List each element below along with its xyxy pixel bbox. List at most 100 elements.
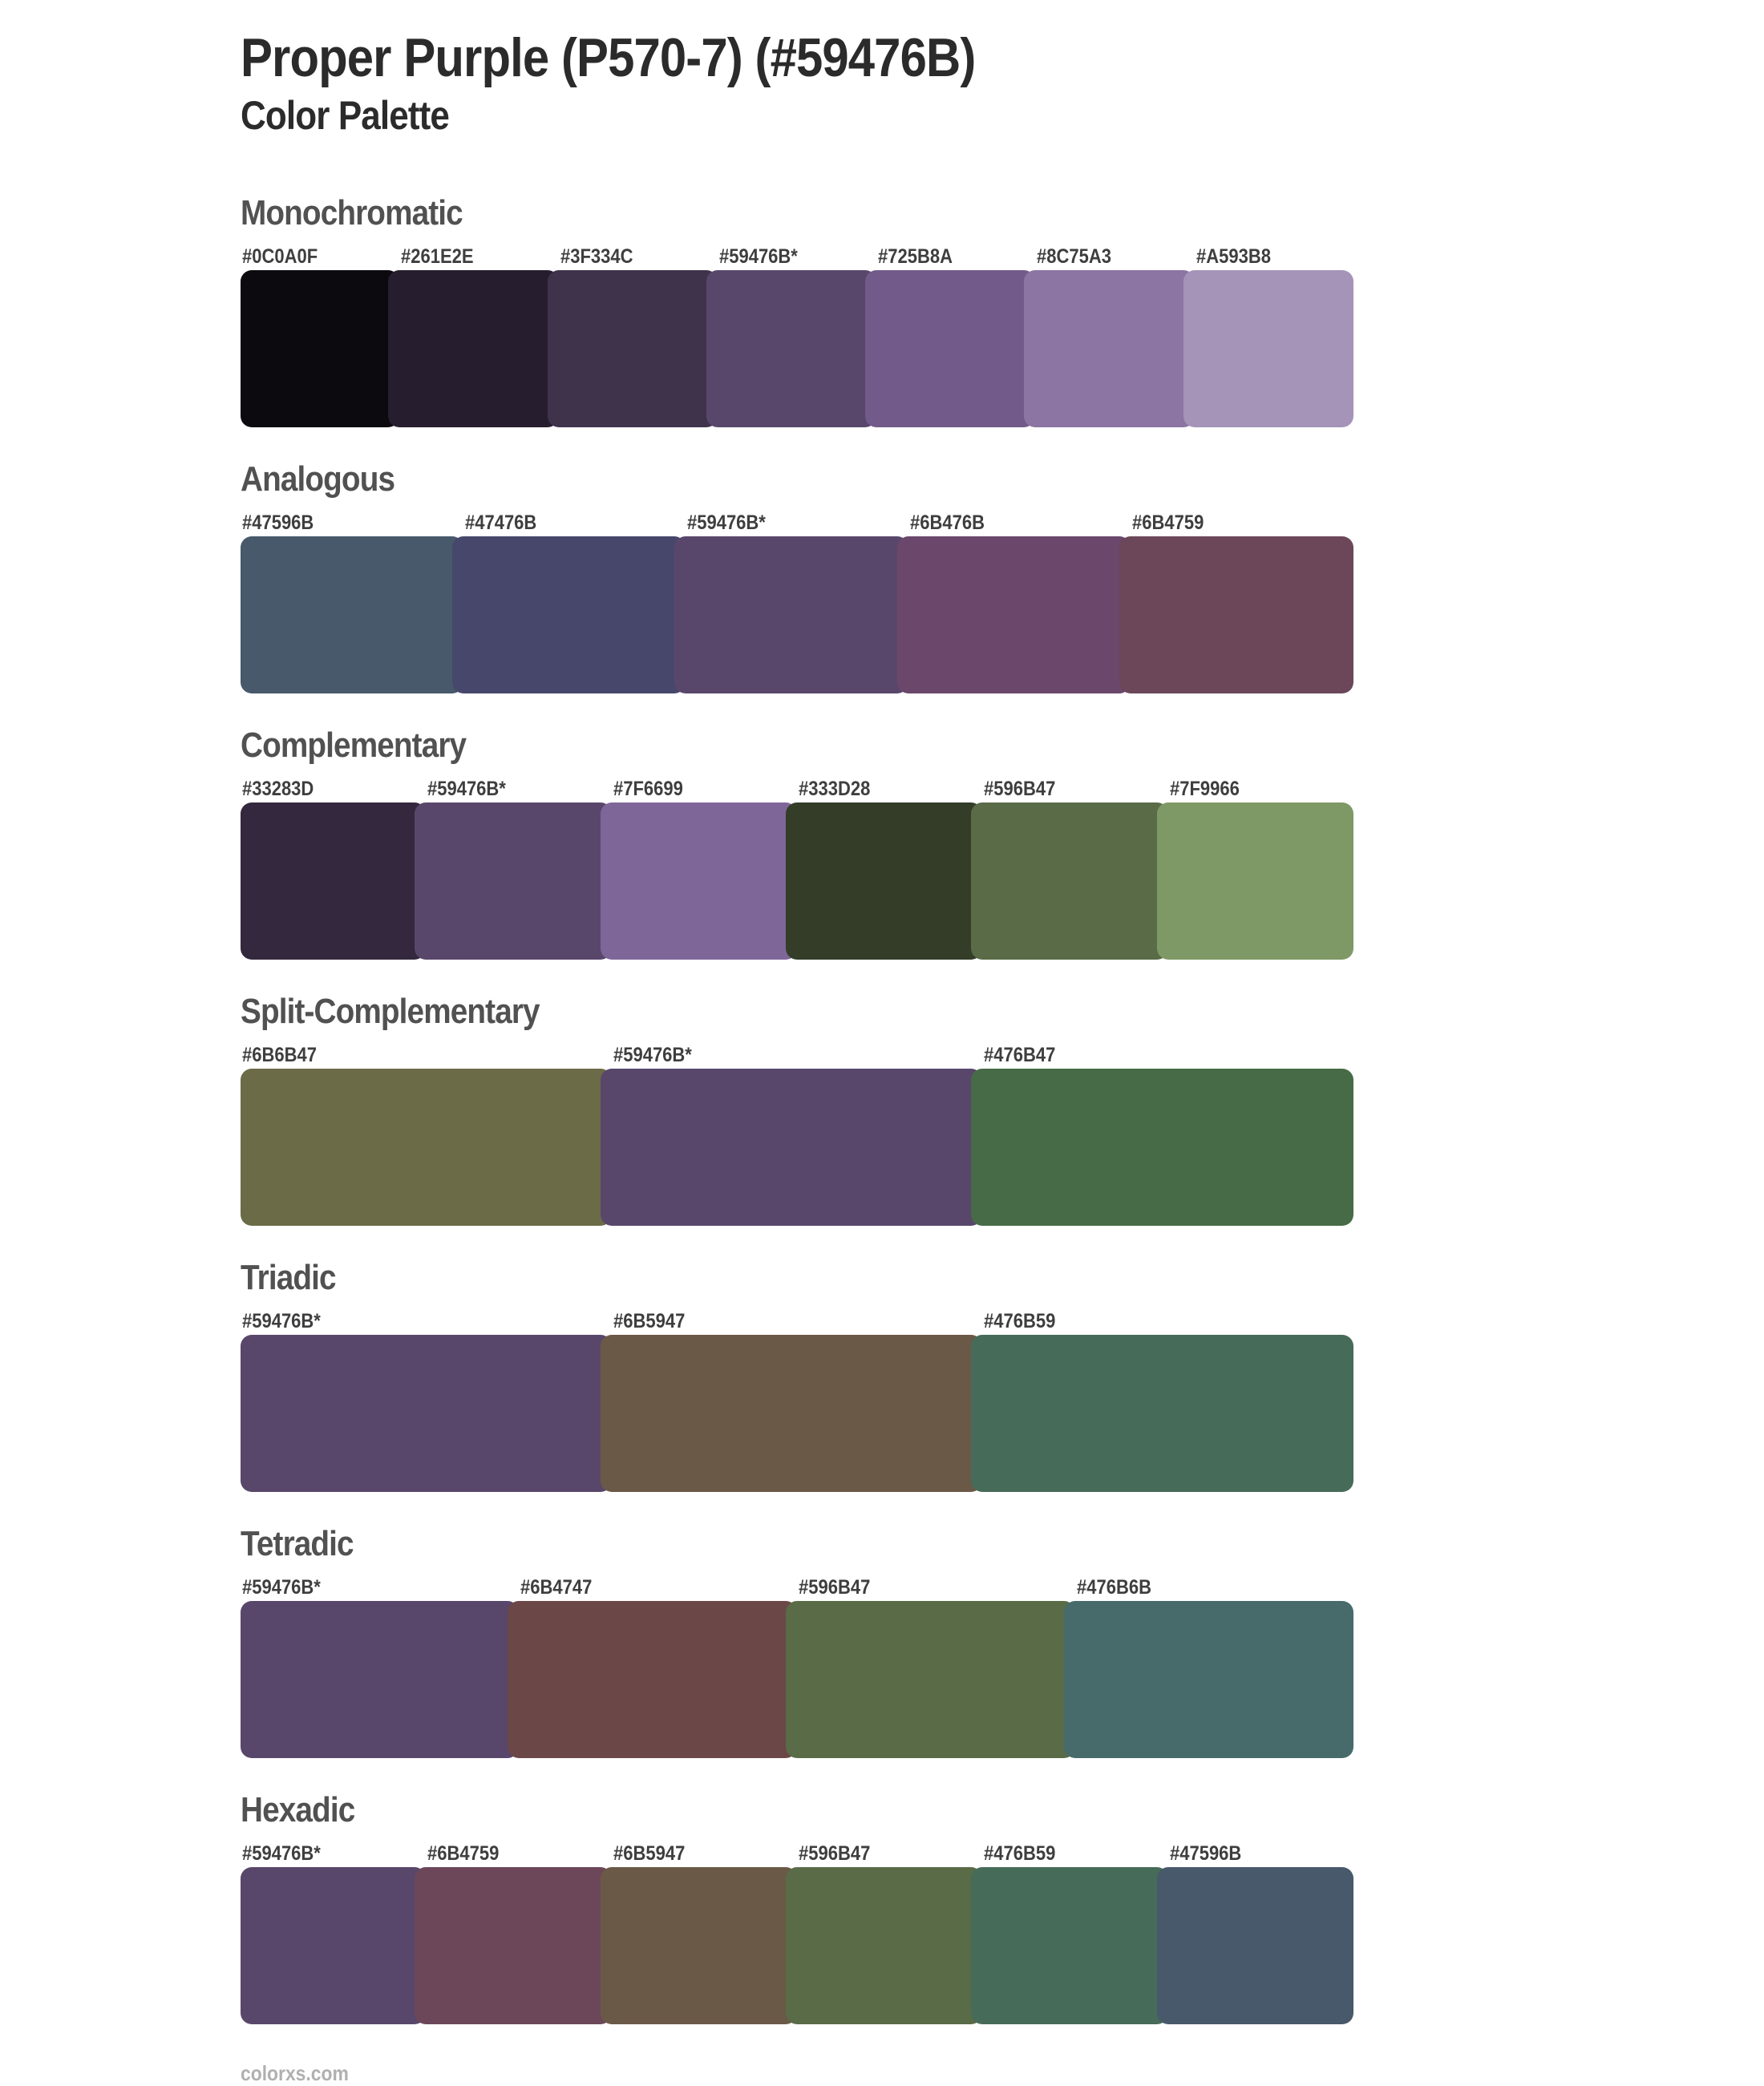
hex-label-text: #7F6699	[613, 778, 683, 801]
color-swatch[interactable]	[241, 1867, 427, 2025]
swatch-cell	[241, 1335, 612, 1493]
hex-label: #7F6699	[612, 777, 797, 801]
page-subtitle: Color Palette	[241, 95, 1353, 137]
color-swatch[interactable]	[674, 536, 908, 694]
color-swatch[interactable]	[600, 1069, 983, 1227]
hex-label: #596B47	[982, 777, 1167, 801]
color-swatch[interactable]	[241, 1335, 612, 1493]
swatch-cell	[600, 1069, 983, 1227]
color-swatch[interactable]	[865, 270, 1036, 428]
hex-label: #47596B	[1168, 1841, 1353, 1866]
section-heading-hexadic: Hexadic	[241, 1792, 1353, 1829]
color-swatch[interactable]	[971, 1069, 1354, 1227]
palette-section-hexadic: Hexadic #59476B* #6B4759 #6B5947 #596B47 #476…	[241, 1792, 1353, 2025]
hex-label-row: #59476B* #6B5947 #476B59	[241, 1309, 1353, 1333]
swatch-cell	[1024, 270, 1195, 428]
color-swatch[interactable]	[388, 270, 559, 428]
hex-label-text: #47476B	[464, 511, 536, 535]
swatch-cell	[1156, 802, 1353, 960]
swatch-cell	[1183, 270, 1353, 428]
section-heading-text: Triadic	[241, 1258, 337, 1298]
swatch-cell	[600, 1867, 797, 2025]
color-swatch[interactable]	[971, 1335, 1354, 1493]
hex-label-text: #476B59	[984, 1310, 1056, 1333]
color-swatch[interactable]	[971, 802, 1168, 960]
swatch-cell	[415, 802, 612, 960]
hex-label: #6B4759	[1131, 511, 1353, 535]
color-swatch[interactable]	[600, 1335, 983, 1493]
swatch-row	[241, 1867, 1353, 2025]
hex-label-text: #59476B*	[242, 1576, 321, 1599]
hex-label-text: #261E2E	[401, 245, 474, 269]
color-swatch[interactable]	[1064, 1601, 1353, 1759]
color-swatch[interactable]	[600, 802, 797, 960]
color-swatch[interactable]	[1024, 270, 1195, 428]
section-heading-text: Split-Complementary	[241, 992, 540, 1032]
hex-label: #476B59	[982, 1309, 1353, 1333]
color-swatch[interactable]	[971, 1867, 1168, 2025]
palette-section-analogous: Analogous #47596B #47476B #59476B* #6B476B #6…	[241, 461, 1353, 694]
section-heading-split-complementary: Split-Complementary	[241, 993, 1353, 1030]
color-swatch[interactable]	[415, 1867, 612, 2025]
color-swatch[interactable]	[785, 1867, 983, 2025]
hex-label-text: #6B4747	[520, 1576, 593, 1599]
swatch-cell	[241, 802, 427, 960]
swatch-cell	[1119, 536, 1353, 694]
color-swatch[interactable]	[896, 536, 1131, 694]
color-swatch[interactable]	[706, 270, 877, 428]
swatch-row	[241, 802, 1353, 960]
color-swatch[interactable]	[1119, 536, 1353, 694]
hex-label-text: #0C0A0F	[242, 245, 318, 269]
swatch-cell	[547, 270, 718, 428]
color-swatch[interactable]	[600, 1867, 797, 2025]
swatch-cell	[1156, 1867, 1353, 2025]
swatch-row	[241, 270, 1353, 428]
hex-label-text: #596B47	[799, 1576, 871, 1599]
hex-label-text: #47596B	[242, 511, 314, 535]
hex-label: #596B47	[797, 1575, 1075, 1599]
hex-label-text: #59476B*	[613, 1044, 692, 1067]
swatch-cell	[388, 270, 559, 428]
swatch-row	[241, 1335, 1354, 1493]
swatch-row	[241, 1069, 1354, 1227]
color-swatch[interactable]	[241, 536, 463, 694]
hex-label: #47476B	[463, 511, 686, 535]
color-swatch[interactable]	[451, 536, 686, 694]
color-swatch[interactable]	[1156, 802, 1353, 960]
hex-label: #476B59	[982, 1841, 1167, 1866]
section-heading-text: Monochromatic	[241, 193, 463, 233]
hex-label-text: #476B6B	[1077, 1576, 1151, 1599]
color-swatch[interactable]	[508, 1601, 797, 1759]
section-heading-text: Tetradic	[241, 1524, 354, 1564]
section-heading-text: Hexadic	[241, 1790, 355, 1830]
hex-label-text: #725B8A	[878, 245, 953, 269]
hex-label-row: #33283D #59476B* #7F6699 #333D28 #596B47 #7F9…	[241, 777, 1353, 801]
hex-label-text: #59476B*	[427, 778, 507, 801]
hex-label-text: #6B4759	[1132, 511, 1204, 535]
hex-label: #0C0A0F	[241, 245, 399, 269]
hex-label: #6B6B47	[241, 1043, 612, 1067]
swatch-cell	[786, 1601, 1075, 1759]
color-swatch[interactable]	[785, 802, 983, 960]
swatch-cell	[508, 1601, 797, 1759]
color-swatch[interactable]	[415, 802, 612, 960]
section-heading-triadic: Triadic	[241, 1259, 1353, 1296]
color-swatch[interactable]	[241, 270, 400, 428]
hex-label-text: #6B4759	[427, 1842, 500, 1866]
color-swatch[interactable]	[241, 1069, 612, 1227]
swatch-cell	[415, 1867, 612, 2025]
color-swatch[interactable]	[786, 1601, 1075, 1759]
hex-label-text: #6B476B	[909, 511, 985, 535]
hex-label-text: #596B47	[798, 1842, 871, 1866]
color-swatch[interactable]	[241, 802, 427, 960]
color-swatch[interactable]	[1156, 1867, 1353, 2025]
color-swatch[interactable]	[1183, 270, 1353, 428]
swatch-cell	[1064, 1601, 1353, 1759]
color-swatch[interactable]	[241, 1601, 519, 1759]
hex-label-text: #6B6B47	[242, 1044, 317, 1067]
color-swatch[interactable]	[547, 270, 718, 428]
palette-sections: Monochromatic #0C0A0F #261E2E #3F334C #59476…	[241, 193, 1354, 2025]
hex-label-text: #6B5947	[613, 1310, 685, 1333]
hex-label: #59476B*	[686, 511, 908, 535]
page-title-text: Proper Purple (P570-7) (#59476B)	[241, 27, 976, 88]
